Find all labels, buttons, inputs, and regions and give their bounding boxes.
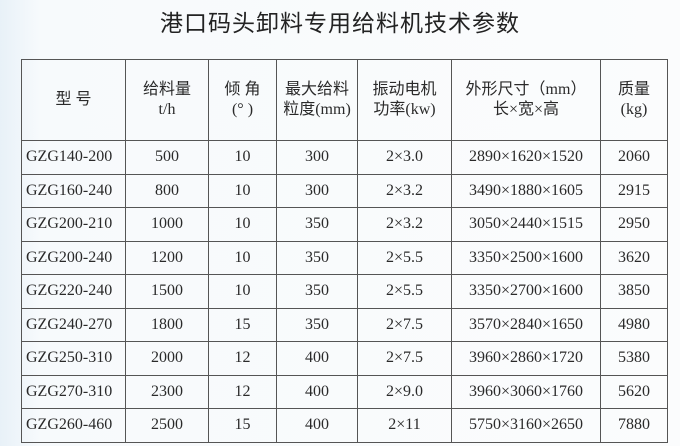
table-cell: 10 xyxy=(208,240,277,275)
table-cell: 4980 xyxy=(600,307,668,342)
table-cell: GZG200-210 xyxy=(21,207,126,242)
header-line-2: t/h xyxy=(158,101,176,118)
table-cell: 2×5.5 xyxy=(357,240,452,275)
table-cell: GZG260-460 xyxy=(21,408,126,443)
table-cell: 3960×2860×1720 xyxy=(451,341,601,376)
table-cell: 500 xyxy=(125,140,209,175)
table-cell: 400 xyxy=(276,341,358,376)
table-cell: 1500 xyxy=(125,274,209,309)
table-cell: GZG220-240 xyxy=(21,274,126,309)
table-row: GZG240-270 1800 15 350 2×7.5 3570×2840×1650 49… xyxy=(21,307,668,342)
table-cell: 1800 xyxy=(125,307,209,342)
table-cell: 2×3.0 xyxy=(357,140,452,175)
table-cell: GZG200-240 xyxy=(21,240,126,275)
column-header: 外形尺寸（mm） 长×宽×高 xyxy=(451,59,601,141)
table-cell: 12 xyxy=(208,374,277,409)
table-cell: 3350×2500×1600 xyxy=(451,240,601,275)
header-line-2: 长×宽×高 xyxy=(492,101,560,118)
table-cell: 3850 xyxy=(600,274,668,309)
table-cell: 2000 xyxy=(125,341,209,376)
table-cell: 2×3.2 xyxy=(357,207,452,242)
table-row: GZG200-240 1200 10 350 2×5.5 3350×2500×1600 36… xyxy=(21,240,668,275)
table-cell: GZG240-270 xyxy=(21,307,126,342)
table-cell: 400 xyxy=(276,408,358,443)
table-cell: 3570×2840×1650 xyxy=(451,307,601,342)
table-row: GZG260-460 2500 15 400 2×11 5750×3160×2650 788… xyxy=(21,408,668,443)
header-line-1: 最大给料 xyxy=(284,81,349,98)
table-cell: 2060 xyxy=(600,140,668,175)
table-cell: 10 xyxy=(208,173,277,208)
table-row: GZG140-200 500 10 300 2×3.0 2890×1620×1520 206… xyxy=(21,140,668,175)
header-line-1: 振动电机 xyxy=(372,81,437,98)
table-cell: 2×11 xyxy=(357,408,452,443)
table-cell: 350 xyxy=(276,207,358,242)
table-row: GZG160-240 800 10 300 2×3.2 3490×1880×1605 291… xyxy=(21,173,668,208)
table-cell: 15 xyxy=(208,408,277,443)
table-cell: 2×5.5 xyxy=(357,274,452,309)
page-title: 港口码头卸料专用给料机技术参数 xyxy=(160,11,520,37)
column-header: 型 号 xyxy=(21,59,126,141)
table-cell: 350 xyxy=(276,307,358,342)
table-cell: 2915 xyxy=(600,173,668,208)
table-cell: 5750×3160×2650 xyxy=(451,408,601,443)
table-cell: 10 xyxy=(208,140,277,175)
header-line-2: (kg) xyxy=(620,101,648,118)
table-cell: 3960×3060×1760 xyxy=(451,374,601,409)
table-cell: 350 xyxy=(276,240,358,275)
table-cell: 1000 xyxy=(125,207,209,242)
table-cell: 10 xyxy=(208,274,277,309)
table-cell: 2×3.2 xyxy=(357,173,452,208)
spec-table: 型 号给料量 t/h 倾 角 (° ) 最大给料 粒度(mm) 振动电机 功率(kw) 外形尺寸… xyxy=(21,59,668,443)
table-cell: 2300 xyxy=(125,374,209,409)
column-header: 质量 (kg) xyxy=(600,59,668,141)
table-cell: GZG160-240 xyxy=(21,173,126,208)
table-cell: GZG270-310 xyxy=(21,374,126,409)
column-header: 最大给料粒度(mm) xyxy=(276,59,358,141)
column-header: 倾 角 (° ) xyxy=(208,59,277,141)
table-cell: 3490×1880×1605 xyxy=(451,173,601,208)
table-cell: 2890×1620×1520 xyxy=(451,140,601,175)
table-cell: 10 xyxy=(208,207,277,242)
table-cell: 5620 xyxy=(600,374,668,409)
table-cell: 2×9.0 xyxy=(357,374,452,409)
table-cell: 2×7.5 xyxy=(357,307,452,342)
header-line-2: 粒度(mm) xyxy=(283,101,351,118)
table-cell: 1200 xyxy=(125,240,209,275)
table-cell: 2×7.5 xyxy=(357,341,452,376)
header-line-1: 型 号 xyxy=(55,91,92,108)
header-line-1: 外形尺寸（mm） xyxy=(465,81,587,98)
table-cell: 300 xyxy=(276,173,358,208)
header-line-1: 质量 xyxy=(617,81,650,98)
table-row: GZG200-210 1000 10 350 2×3.2 3050×2440×1515 29… xyxy=(21,207,668,242)
table-cell: 5380 xyxy=(600,341,668,376)
table-cell: 15 xyxy=(208,307,277,342)
column-header: 振动电机功率(kw) xyxy=(357,59,452,141)
table-row: GZG220-240 1500 10 350 2×5.5 3350×2700×1600 38… xyxy=(21,274,668,309)
table-row: GZG250-310 2000 12 400 2×7.5 3960×2860×1720 53… xyxy=(21,341,668,376)
header-line-1: 给料量 xyxy=(142,81,191,98)
header-row: 型 号给料量 t/h 倾 角 (° ) 最大给料 粒度(mm) 振动电机 功率(kw) 外形尺寸… xyxy=(21,59,668,141)
table-cell: 3050×2440×1515 xyxy=(451,207,601,242)
table-cell: 3620 xyxy=(600,240,668,275)
table-cell: GZG140-200 xyxy=(21,140,126,175)
table-cell: 400 xyxy=(276,374,358,409)
table-cell: 12 xyxy=(208,341,277,376)
table-row: GZG270-310 2300 12 400 2×9.0 3960×3060×1760 56… xyxy=(21,374,668,409)
table-cell: 7880 xyxy=(600,408,668,443)
column-header: 给料量 t/h xyxy=(125,59,209,141)
table-cell: 300 xyxy=(276,140,358,175)
table-cell: 3350×2700×1600 xyxy=(451,274,601,309)
header-line-1: 倾 角 xyxy=(224,81,261,98)
table-cell: 800 xyxy=(125,173,209,208)
header-line-2: (° ) xyxy=(231,101,254,118)
table-cell: 2500 xyxy=(125,408,209,443)
header-line-2: 功率(kw) xyxy=(373,101,436,118)
table-cell: 350 xyxy=(276,274,358,309)
table-cell: GZG250-310 xyxy=(21,341,126,376)
table-cell: 2950 xyxy=(600,207,668,242)
